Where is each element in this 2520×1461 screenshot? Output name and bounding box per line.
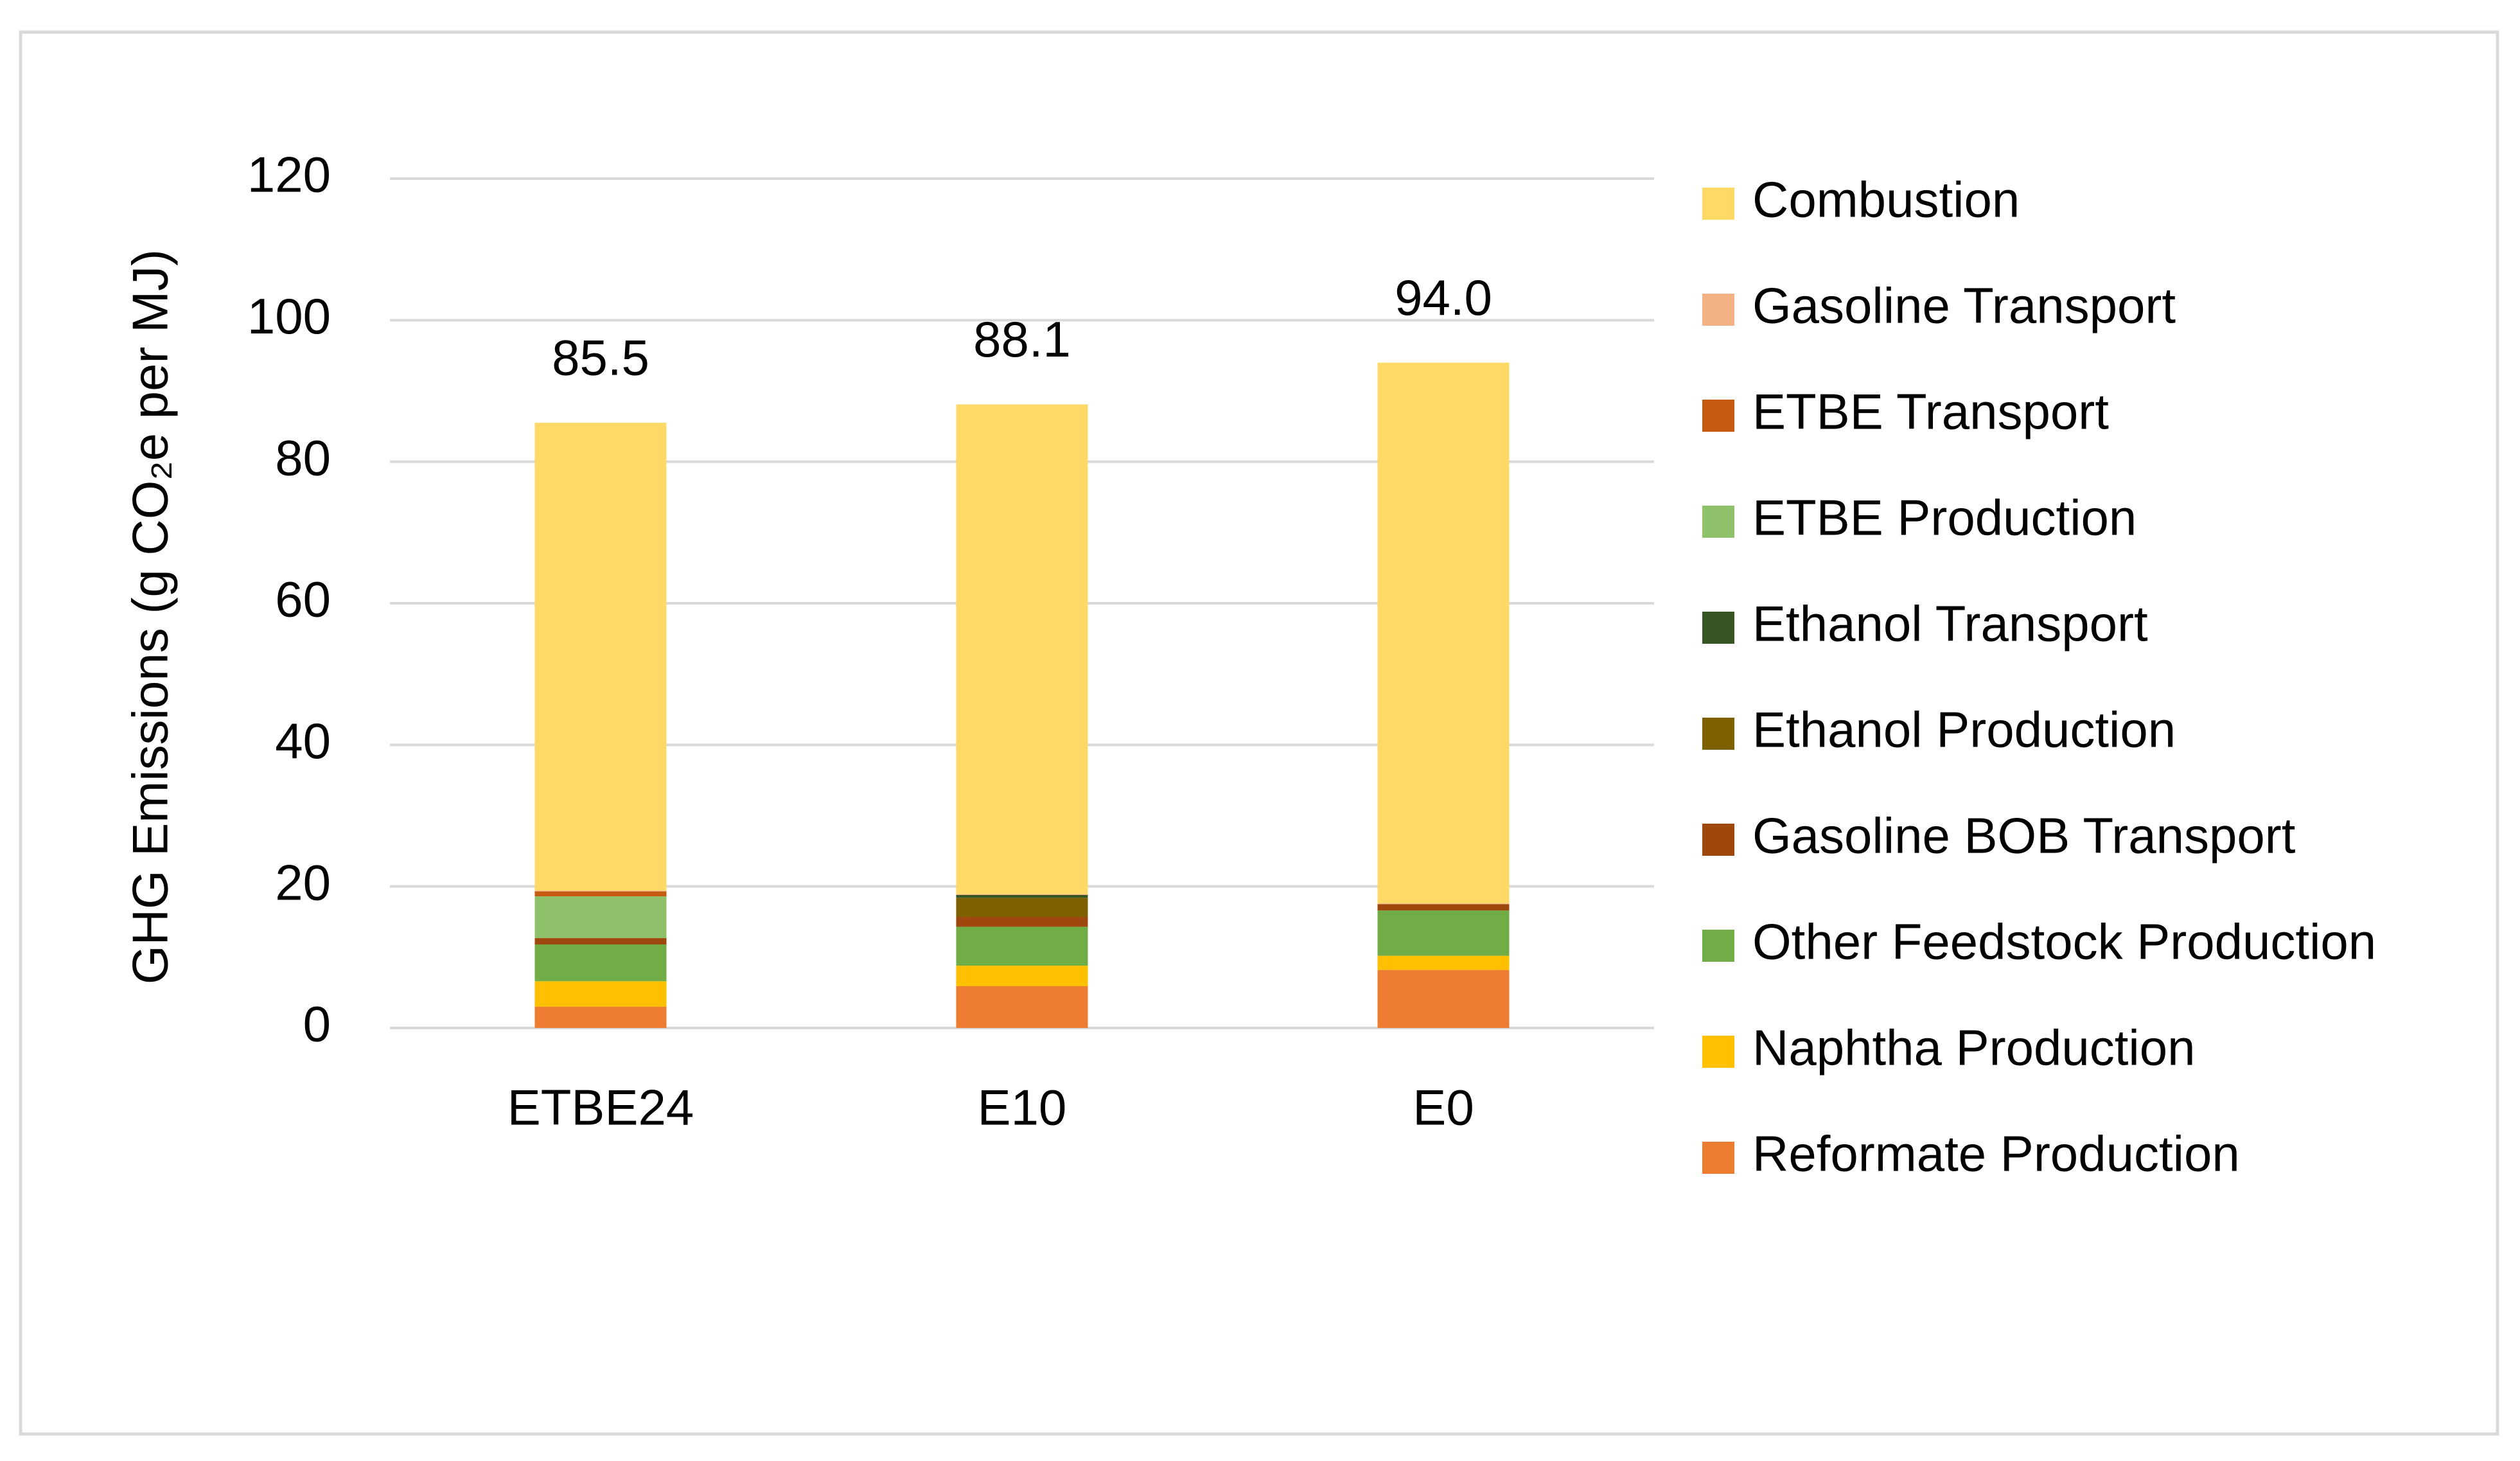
bar-segment	[534, 944, 667, 982]
legend-label: ETBE Transport	[1752, 384, 2109, 440]
bar-segment	[1377, 955, 1510, 970]
bar-segment	[534, 891, 667, 897]
y-tick-label: 20	[275, 854, 331, 910]
bar-segment	[1377, 904, 1510, 911]
legend-label: Reformate Production	[1752, 1126, 2240, 1182]
y-tick-label: 40	[275, 713, 331, 769]
legend-label: Ethanol Production	[1752, 702, 2176, 758]
total-label: 88.1	[973, 311, 1071, 367]
legend-swatch	[1702, 1142, 1734, 1174]
total-label: 94.0	[1395, 269, 1492, 326]
legend-label: Ethanol Transport	[1752, 596, 2148, 652]
bar-segment	[956, 894, 1088, 895]
y-tick-label: 100	[247, 288, 331, 344]
legend-swatch	[1702, 1036, 1734, 1068]
bar-segment	[534, 890, 667, 892]
y-tick-label: 120	[247, 146, 331, 203]
legend-swatch	[1702, 930, 1734, 962]
bar-segment	[956, 894, 1088, 898]
legend-swatch	[1702, 718, 1734, 750]
legend-swatch	[1702, 294, 1734, 326]
bar-segment	[956, 966, 1088, 987]
bar-segment	[1377, 903, 1510, 905]
bar-segment	[956, 404, 1088, 894]
y-tick-label: 0	[303, 996, 331, 1052]
y-tick-label: 80	[275, 429, 331, 486]
bar-segment	[956, 986, 1088, 1028]
legend-label: Naphtha Production	[1752, 1020, 2195, 1076]
legend-label: ETBE Production	[1752, 490, 2137, 546]
legend-swatch	[1702, 400, 1734, 432]
legend-label: Other Feedstock Production	[1752, 914, 2376, 970]
bar-segment	[534, 1006, 667, 1028]
x-tick-label: E10	[978, 1079, 1067, 1136]
legend-label: Gasoline Transport	[1752, 278, 2176, 334]
bar-segment	[956, 926, 1088, 966]
bar-segment	[1377, 362, 1510, 904]
legend-label: Combustion	[1752, 172, 2020, 228]
y-axis-label: GHG Emissions (g CO₂e per MJ)	[122, 249, 179, 984]
legend-label: Gasoline BOB Transport	[1752, 808, 2296, 864]
bar-segment	[534, 981, 667, 1007]
bar-segment	[1377, 910, 1510, 956]
bar-segment	[534, 896, 667, 939]
y-tick-label: 60	[275, 571, 331, 628]
bar-segment	[534, 938, 667, 945]
x-tick-label: ETBE24	[507, 1079, 694, 1136]
legend-swatch	[1702, 188, 1734, 220]
x-tick-label: E0	[1413, 1079, 1474, 1136]
bar-segment	[956, 917, 1088, 927]
bar-segment	[534, 423, 667, 891]
legend-swatch	[1702, 612, 1734, 644]
legend-swatch	[1702, 506, 1734, 538]
total-label: 85.5	[552, 330, 649, 386]
bar-segment	[1377, 970, 1510, 1028]
bar-segment	[956, 898, 1088, 917]
chart-border	[19, 30, 2499, 1436]
legend-swatch	[1702, 824, 1734, 856]
